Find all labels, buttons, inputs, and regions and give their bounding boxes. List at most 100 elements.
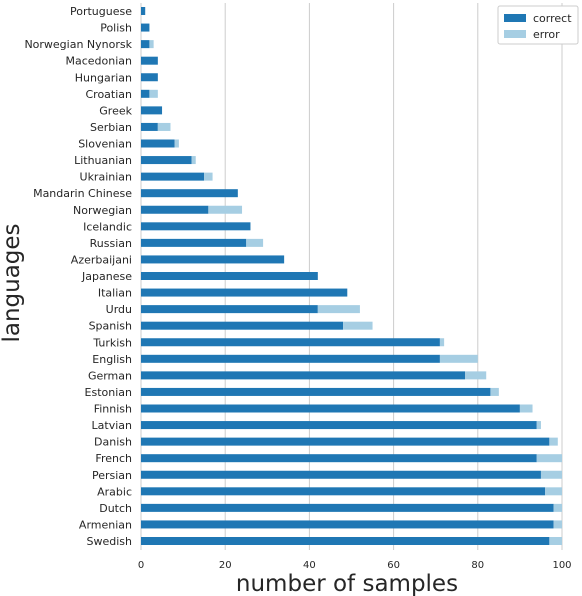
x-tick-label: 40 — [303, 560, 316, 571]
bar-correct — [141, 470, 541, 479]
bar-error — [149, 40, 154, 49]
bar-error — [549, 437, 558, 446]
bar-correct — [141, 7, 146, 15]
legend-swatch — [504, 30, 526, 38]
bar-correct — [141, 487, 546, 496]
y-tick-label: Norwegian — [73, 204, 132, 217]
bar-error — [204, 172, 213, 181]
y-tick-label: Italian — [98, 287, 132, 300]
x-axis-label: number of samples — [236, 571, 458, 596]
bar-correct — [141, 255, 285, 264]
y-tick-label: Mandarin Chinese — [33, 187, 132, 200]
bar-correct — [141, 404, 520, 413]
bar-correct — [141, 56, 158, 65]
y-tick-label: English — [92, 353, 132, 366]
y-tick-labels: Portuguese Polish Norwegian Nynorsk Macedon… — [24, 5, 132, 548]
bar-error — [536, 454, 562, 463]
bar-correct — [141, 172, 205, 181]
bar-correct — [141, 122, 158, 131]
y-tick-label: Swedish — [87, 535, 133, 548]
bar-correct — [141, 139, 175, 148]
bar-error — [553, 503, 562, 512]
y-tick-label: Armenian — [79, 518, 132, 531]
bar-error — [317, 305, 360, 314]
bar-error — [439, 338, 445, 347]
y-tick-label: Serbian — [90, 121, 132, 134]
y-tick-label: Dutch — [99, 502, 132, 515]
bar-correct — [141, 371, 466, 380]
y-tick-label: Danish — [94, 436, 132, 449]
y-tick-label: Finnish — [94, 403, 132, 416]
y-tick-label: Latvian — [92, 419, 132, 432]
legend-label: error — [533, 28, 560, 41]
y-tick-label: Lithuanian — [74, 154, 132, 167]
bar-correct — [141, 387, 491, 396]
bar-correct — [141, 305, 318, 314]
y-tick-label: Japanese — [81, 270, 132, 283]
bar-correct — [141, 288, 348, 297]
y-tick-label: Spanish — [89, 320, 132, 333]
bar-error — [540, 470, 562, 479]
bar-error — [545, 487, 562, 496]
bar-correct — [141, 106, 163, 115]
bar-error — [343, 321, 373, 330]
x-tick-label: 20 — [219, 560, 232, 571]
bar-correct — [141, 205, 209, 214]
bar-correct — [141, 89, 150, 98]
bar-correct — [141, 238, 247, 247]
bar-error — [490, 387, 499, 396]
bar-correct — [141, 272, 318, 280]
y-tick-label: German — [88, 369, 132, 382]
bar-correct — [141, 321, 344, 330]
x-tick-label: 0 — [138, 560, 144, 571]
bar-error — [553, 520, 562, 529]
bar-error — [439, 354, 478, 363]
y-tick-label: Persian — [92, 469, 132, 482]
bar-correct — [141, 437, 550, 446]
y-axis-label: languages — [0, 223, 25, 342]
bar-error — [246, 238, 264, 247]
bar-error — [157, 122, 171, 131]
bar-correct — [141, 189, 238, 198]
y-tick-label: Macedonian — [66, 55, 133, 68]
y-tick-label: Norwegian Nynorsk — [24, 38, 132, 51]
x-tick-label: 80 — [471, 560, 484, 571]
bar-correct — [141, 454, 537, 463]
bar-error — [549, 537, 562, 545]
bars — [141, 7, 562, 545]
bar-correct — [141, 537, 550, 545]
y-tick-label: Icelandic — [83, 220, 132, 233]
bar-correct — [141, 354, 440, 363]
x-tick-label: 100 — [552, 560, 571, 571]
bar-error — [519, 404, 533, 413]
y-tick-label: Arabic — [97, 485, 132, 498]
y-tick-label: French — [95, 452, 132, 465]
bar-correct — [141, 23, 150, 32]
y-tick-label: Greek — [99, 104, 132, 117]
legend-label: correct — [533, 12, 572, 25]
bar-correct — [141, 40, 150, 49]
y-tick-label: Polish — [100, 22, 132, 35]
bar-correct — [141, 520, 554, 529]
bar-correct — [141, 73, 158, 82]
x-tick-labels: 0 20 40 60 80 100 — [138, 560, 572, 571]
y-tick-label: Hungarian — [75, 71, 132, 84]
bar-error — [191, 156, 196, 165]
legend-swatch — [504, 14, 526, 22]
y-tick-label: Urdu — [106, 303, 132, 316]
bar-error — [208, 205, 243, 214]
y-tick-label: Ukrainian — [80, 171, 133, 184]
x-tick-label: 60 — [387, 560, 400, 571]
bar-correct — [141, 503, 554, 512]
y-tick-label: Azerbaijani — [71, 253, 132, 266]
bar-correct — [141, 338, 440, 347]
y-tick-label: Turkish — [92, 336, 132, 349]
y-tick-label: Estonian — [85, 386, 132, 399]
bar-correct — [141, 156, 192, 165]
bar-error — [149, 89, 158, 98]
bar-error — [465, 371, 487, 380]
y-tick-label: Slovenian — [78, 138, 132, 151]
y-tick-label: Croatian — [85, 88, 132, 101]
